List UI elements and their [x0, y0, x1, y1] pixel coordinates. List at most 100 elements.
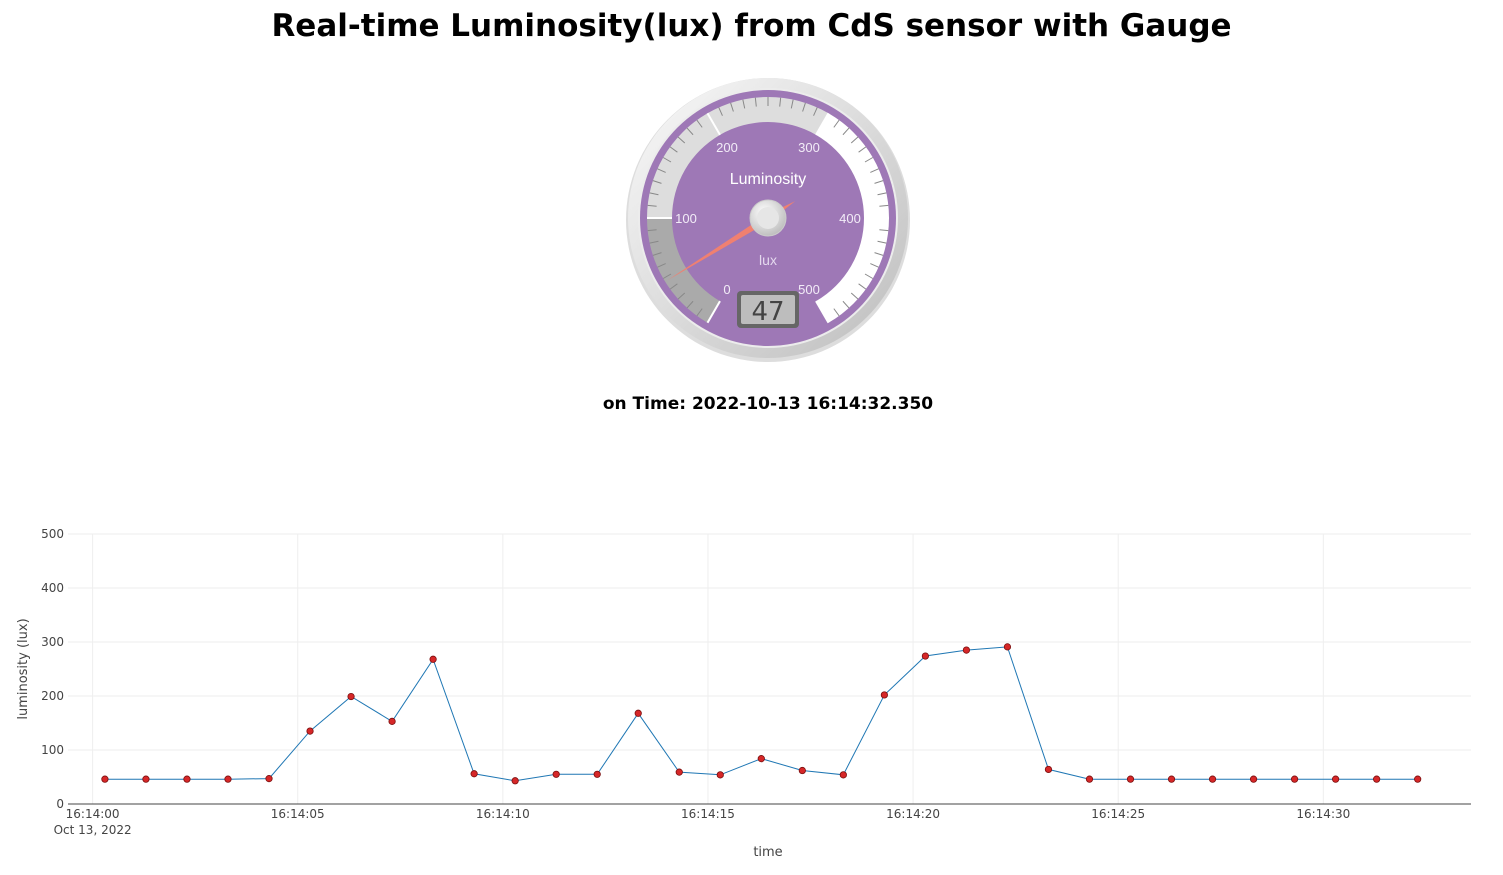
gauge-minor-tick: [850, 292, 859, 300]
timestamp-prefix: on Time:: [602, 394, 687, 414]
x-tick-label: 16:14:05: [271, 807, 325, 821]
gauge-minor-tick: [779, 97, 782, 107]
data-point[interactable]: [1414, 775, 1422, 783]
gauge-band-mid: [647, 97, 829, 218]
data-point[interactable]: [593, 770, 601, 778]
timestamp-line: on Time: 2022-10-13 16:14:32.350: [0, 394, 1503, 414]
gauge-minor-tick: [649, 192, 659, 196]
timestamp-value: 2022-10-13 16:14:32.350: [691, 394, 934, 414]
data-point[interactable]: [388, 717, 396, 725]
data-point[interactable]: [429, 655, 437, 663]
gauge-major-tick: [706, 300, 721, 324]
gauge-minor-tick: [879, 204, 889, 207]
gauge-value-readout: 47: [751, 297, 784, 327]
x-axis-ticks: 16:14:00 Oct 13, 2022 16:14:05 16:14:10 16:1…: [54, 807, 1351, 837]
gauge-minor-tick: [879, 229, 889, 232]
gauge-minor-tick: [669, 146, 678, 153]
gauge-major-tick: [815, 112, 830, 136]
gauge-minor-tick: [864, 157, 874, 163]
y-tick-label: 400: [41, 581, 64, 595]
gauge-ticks: [647, 97, 889, 324]
gauge-minor-tick: [874, 180, 884, 184]
gauge-scale-label: 200: [716, 140, 738, 155]
gauge-minor-tick: [657, 168, 666, 173]
data-point[interactable]: [265, 775, 273, 783]
gauge-value-box: [741, 295, 795, 324]
x-tick-label: 16:14:10: [476, 807, 530, 821]
gauge-minor-tick: [657, 263, 666, 268]
gauge-scale-label: 400: [839, 211, 861, 226]
gauge-major-tick: [706, 112, 721, 136]
data-point[interactable]: [183, 775, 191, 783]
x-tick-label: 16:14:30: [1296, 807, 1350, 821]
data-point[interactable]: [798, 766, 806, 775]
data-point[interactable]: [757, 755, 765, 763]
data-point[interactable]: [101, 775, 109, 783]
gauge-minor-tick: [858, 283, 867, 290]
data-point[interactable]: [1332, 775, 1340, 783]
page-title: Real-time Luminosity(lux) from CdS senso…: [271, 8, 1232, 44]
gauge-minor-tick: [696, 119, 703, 128]
gauge-minor-tick: [790, 99, 794, 109]
gauge-labels: 0 100 200 300 400 500: [675, 140, 861, 297]
data-point[interactable]: [1373, 775, 1381, 783]
gauge-minor-tick: [833, 119, 840, 128]
data-point[interactable]: [675, 768, 683, 776]
gauge-minor-tick: [652, 180, 662, 184]
gauge-minor-tick: [669, 283, 678, 290]
data-point[interactable]: [1290, 775, 1299, 783]
data-point[interactable]: [634, 709, 642, 717]
data-point[interactable]: [1085, 775, 1094, 783]
y-axis-ticks: 0 100 200 300 400 500: [41, 527, 64, 811]
gauge-minor-tick: [677, 292, 686, 300]
luminosity-gauge: 0 100 200 300 400 500 Luminosity lux 47: [626, 78, 910, 362]
data-point[interactable]: [880, 691, 888, 699]
gauge-minor-tick: [870, 263, 879, 268]
gauge-minor-tick: [662, 273, 672, 279]
y-tick-label: 500: [41, 527, 64, 541]
data-point[interactable]: [1044, 765, 1053, 774]
gauge-minor-tick: [718, 107, 723, 116]
gauge-hub-center: [757, 207, 779, 229]
y-tick-label: 100: [41, 743, 64, 757]
data-point[interactable]: [716, 771, 724, 779]
data-point[interactable]: [1167, 775, 1176, 783]
x-tick-label: 16:14:15: [681, 807, 735, 821]
x-axis-title: time: [753, 845, 782, 860]
data-point[interactable]: [306, 727, 314, 735]
gauge-minor-tick: [842, 127, 850, 136]
data-point[interactable]: [142, 775, 150, 783]
gauge-minor-tick: [652, 252, 662, 256]
data-point[interactable]: [470, 770, 478, 778]
data-point[interactable]: [1126, 775, 1135, 783]
data-point[interactable]: [552, 770, 560, 778]
x-tick-label: 16:14:25: [1091, 807, 1145, 821]
data-point[interactable]: [1208, 775, 1217, 783]
data-point[interactable]: [921, 652, 929, 660]
gauge-minor-tick: [686, 127, 694, 136]
gauge-title: Luminosity: [730, 171, 806, 188]
gauge-minor-tick: [874, 252, 884, 256]
data-point[interactable]: [1249, 775, 1258, 783]
gauge-scale-label: 300: [798, 140, 820, 155]
x-tick-date-label: Oct 13, 2022: [54, 823, 132, 837]
gauge-minor-tick: [696, 308, 703, 317]
gauge-minor-tick: [850, 136, 859, 144]
data-point[interactable]: [347, 692, 355, 701]
data-point[interactable]: [224, 775, 232, 783]
data-point[interactable]: [839, 771, 847, 779]
gauge-scale-label: 100: [675, 211, 697, 226]
data-point[interactable]: [511, 777, 519, 785]
gauge-minor-tick: [686, 300, 694, 309]
y-tick-label: 0: [56, 797, 64, 811]
gauge-units: lux: [759, 252, 777, 268]
gauge-minor-tick: [754, 97, 757, 107]
gauge-minor-tick: [649, 240, 659, 244]
data-point[interactable]: [962, 646, 971, 654]
chart-grid: [68, 533, 1471, 804]
y-tick-label: 300: [41, 635, 64, 649]
gauge-minor-tick: [802, 102, 806, 112]
gauge-minor-tick: [877, 240, 887, 244]
gauge-scale-label: 500: [798, 282, 820, 297]
data-point[interactable]: [1003, 643, 1012, 651]
